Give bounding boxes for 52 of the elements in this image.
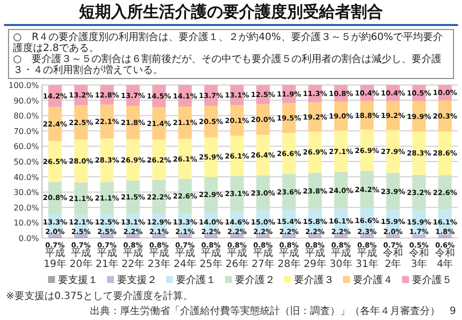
y-tick-label: 0.0% — [18, 234, 40, 243]
y-tick-label: 30.0% — [14, 188, 40, 198]
x-tick-label: 平成21年 — [96, 247, 118, 270]
y-tick-label: 10.0% — [14, 218, 40, 228]
x-tick-label: 平成27年 — [252, 247, 274, 270]
bar — [178, 234, 192, 237]
x-tick-label: 平成23年 — [148, 247, 170, 270]
text: 9 — [450, 306, 456, 317]
x-tick-label: 令和3年 — [409, 247, 429, 270]
x-tick-label: 平成30年 — [330, 247, 352, 270]
bar — [282, 233, 296, 237]
legend-label: 要支援２ — [117, 274, 157, 286]
y-tick-label: 60.0% — [14, 142, 40, 152]
y-tick-label: 80.0% — [14, 112, 40, 121]
bar — [308, 233, 322, 237]
x-tick-label: 平成20年 — [70, 247, 92, 270]
y-tick-label: 90.0% — [14, 96, 40, 106]
x-tick-label: 平成25年 — [200, 247, 222, 270]
bar — [438, 234, 452, 238]
x-tick-label: 平成24年 — [174, 247, 196, 270]
bar — [334, 233, 348, 237]
x-tick-label: 平成29年 — [304, 247, 326, 270]
legend-label: 要介護１ — [176, 274, 216, 286]
bar — [386, 234, 400, 237]
text: ※要支援は0.375として要介護度を計算。 — [6, 290, 194, 302]
bar — [204, 233, 218, 237]
x-tick-label: 平成31年 — [356, 247, 378, 270]
x-tick-label: 平成22年 — [122, 247, 144, 270]
bar — [256, 233, 270, 237]
bar — [230, 233, 244, 237]
legend-label: 要介護４ — [353, 274, 393, 286]
y-tick-label: 70.0% — [14, 126, 40, 136]
x-tick-label: 平成19年 — [44, 247, 66, 270]
bar — [152, 234, 166, 237]
legend-label: 要介護５ — [412, 274, 452, 286]
bar — [126, 233, 140, 237]
x-tick-label: 令和4年 — [435, 247, 455, 270]
chart-title: 短期入所生活介護の要介護度別受給者割合 — [78, 2, 384, 23]
x-tick-label: 令和2年 — [383, 247, 403, 270]
y-tick-label: 40.0% — [14, 172, 40, 182]
legend-label: 要介護２ — [235, 274, 275, 286]
bar — [48, 234, 62, 237]
y-tick-label: 20.0% — [14, 203, 40, 212]
source-note: 出典：厚生労働省「介護給付費等実態統計（旧：調査）」（各年４月審査分） — [90, 305, 440, 317]
x-tick-label: 平成28年 — [278, 247, 300, 270]
legend-label: 要支援１ — [58, 274, 98, 286]
legend-label: 要介護３ — [294, 274, 334, 286]
x-tick-label: 平成26年 — [226, 247, 248, 270]
chart-subtitle: ○ R４の要介護度別の利用割合は、要介護１、２が約40%、要介護３～５が約60%で平均要介護度は2.8である。 ○ 要介護３～５の割合は６割前後だが、その中でも要介護５の利用者の割合は減少し、要介護３・４の利用割合が増えている。 — [8, 29, 454, 79]
y-tick-label: 100.0% — [8, 81, 40, 90]
y-tick-label: 50.0% — [14, 158, 40, 166]
bar — [412, 234, 426, 238]
